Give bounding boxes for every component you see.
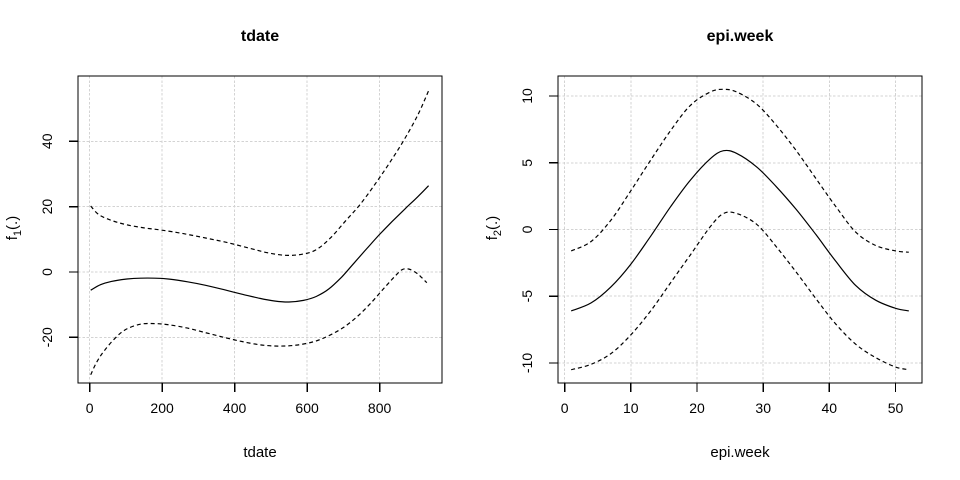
y-tick-label: 0 <box>39 268 55 276</box>
x-axis-label: tdate <box>243 444 277 461</box>
curve-lower-ci <box>571 211 909 371</box>
plot-area-epi-week: 0 10 20 30 40 50 -10 -5 0 5 10 <box>519 75 923 416</box>
panel-title: tdate <box>240 28 280 45</box>
curve-upper-ci <box>570 88 909 253</box>
x-tick-label: 800 <box>368 400 392 416</box>
y-tick-label: -5 <box>519 290 535 303</box>
y-tick-label: 40 <box>39 133 55 149</box>
x-tick-label: 20 <box>689 400 705 416</box>
plot-area-tdate: 0 200 400 600 800 -20 0 20 40 <box>39 75 443 416</box>
curve-estimate <box>570 149 909 312</box>
y-tick-label: 20 <box>39 199 55 215</box>
x-tick-label: 40 <box>822 400 838 416</box>
x-tick-label: 10 <box>623 400 639 416</box>
x-tick-label: 50 <box>888 400 904 416</box>
panel-tdate: tdate f1(.) 0 200 400 600 800 -20 0 20 40 tdate <box>4 28 443 461</box>
x-tick-label: 200 <box>150 400 174 416</box>
curve-lower-ci <box>90 268 428 376</box>
y-tick-label: -10 <box>519 353 535 373</box>
plot-box <box>77 75 443 384</box>
panel-title: epi.week <box>706 28 774 45</box>
y-tick-label: 10 <box>519 88 535 104</box>
x-axis-label: epi.week <box>710 444 770 461</box>
y-tick-label: -20 <box>39 327 55 347</box>
x-tick-label: 30 <box>755 400 771 416</box>
x-tick-label: 400 <box>223 400 247 416</box>
panel-epi-week: epi.week f2(.) 0 10 20 30 40 50 -10 -5 0 5 10 epi.… <box>480 0 960 480</box>
curve-estimate <box>90 185 430 303</box>
y-tick-label: 0 <box>519 225 535 233</box>
curve-upper-ci <box>90 90 430 256</box>
x-tick-label: 0 <box>561 400 569 416</box>
x-tick-label: 0 <box>86 400 94 416</box>
y-tick-label: 5 <box>519 159 535 167</box>
x-tick-label: 600 <box>295 400 319 416</box>
